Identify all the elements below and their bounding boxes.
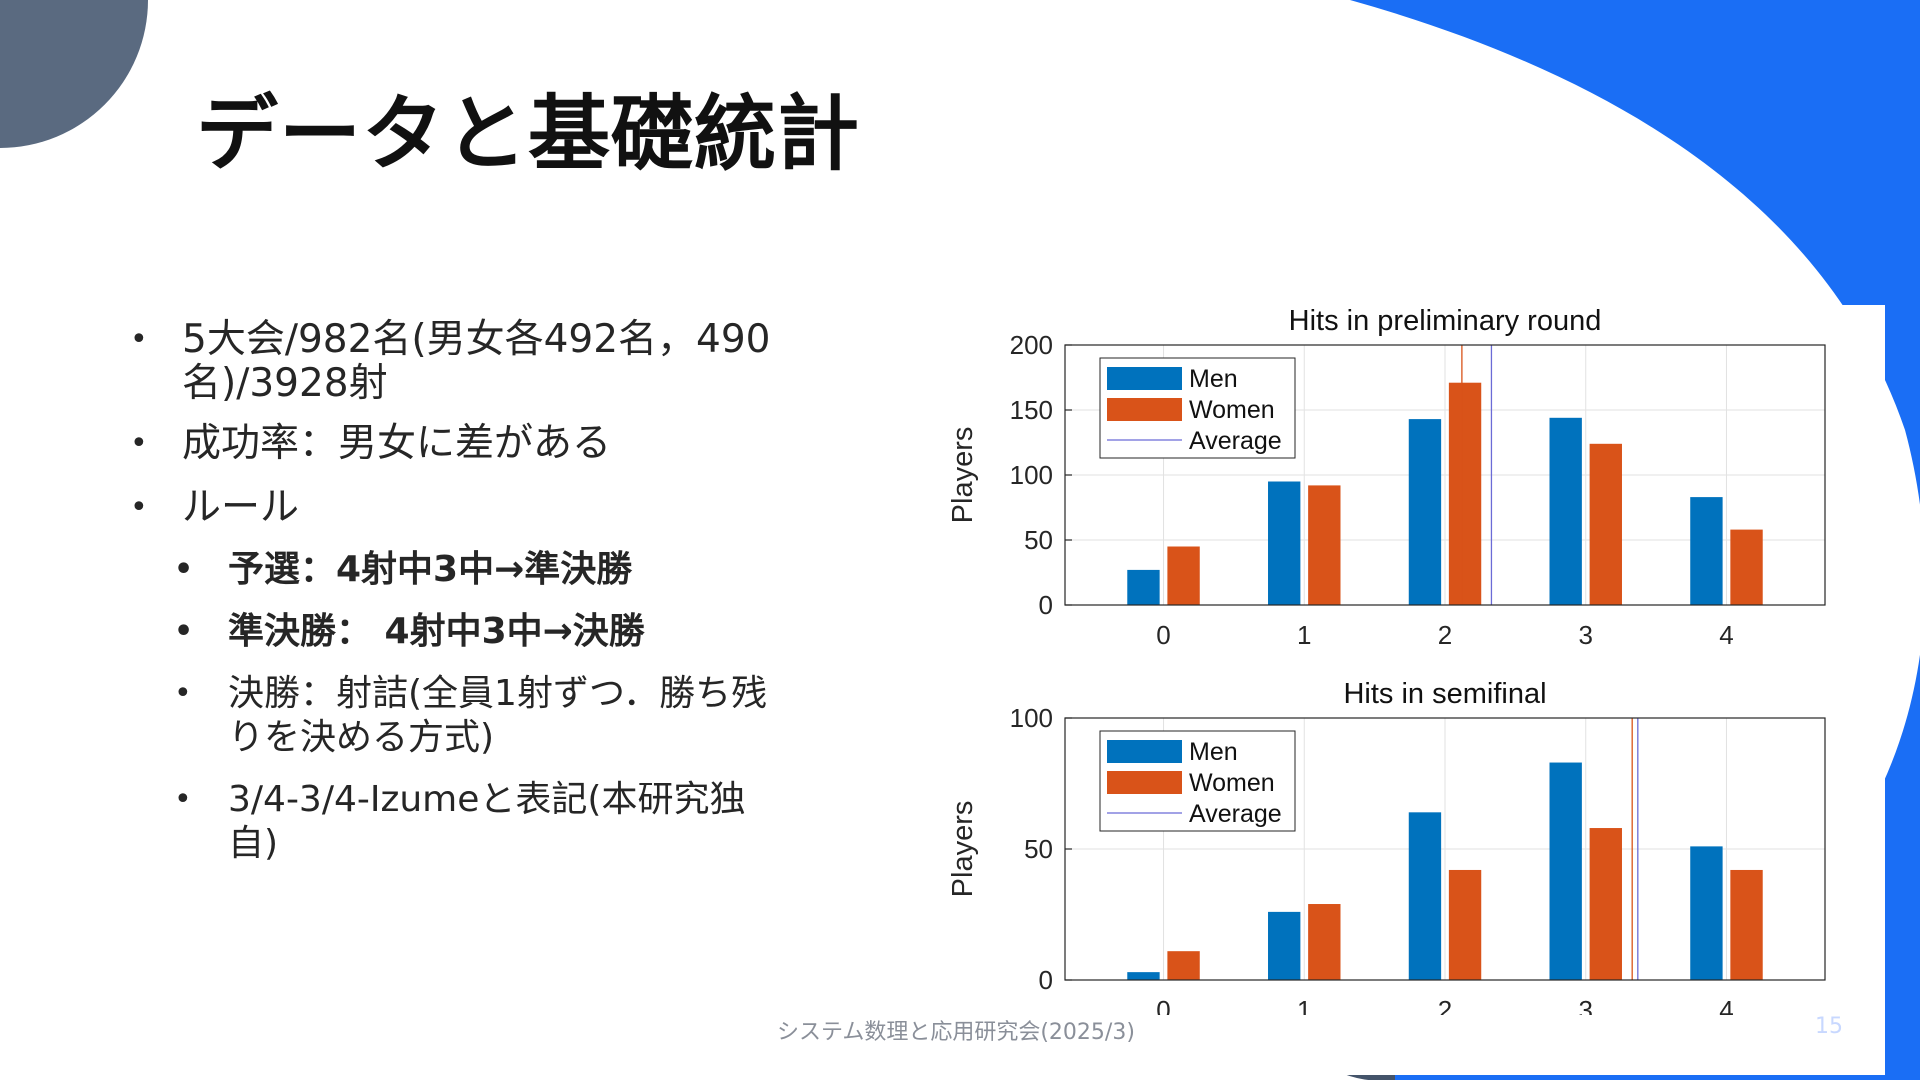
bullet-dot: • bbox=[174, 552, 194, 587]
y-tick-label: 50 bbox=[1024, 525, 1053, 555]
chart-semifinal: 0 50 100 0 1 2 3 4 Hits in semifinal Players Men Wo… bbox=[947, 678, 1826, 1025]
bullet-item: • 決勝：射詰(全員1射ずつ．勝ち残りを決める方式) bbox=[130, 672, 788, 760]
bullet-dot: • bbox=[174, 614, 194, 649]
bar-men-0 bbox=[1127, 972, 1160, 980]
x-tick-label: 3 bbox=[1579, 995, 1593, 1015]
bar-men-3 bbox=[1549, 762, 1582, 980]
y-tick-label: 150 bbox=[1010, 395, 1053, 425]
bullet-item: • 準決勝： 4射中3中→決勝 bbox=[130, 610, 850, 654]
charts-figure: 0 50 100 150 200 0 1 2 3 4 Hits in preliminary rou… bbox=[945, 295, 1885, 1025]
bar-women-0 bbox=[1167, 951, 1200, 980]
bullet-text: 予選：4射中3中→準決勝 bbox=[228, 549, 633, 590]
bullet-text: 成功率：男女に差がある bbox=[182, 421, 612, 466]
y-tick-label: 50 bbox=[1024, 834, 1053, 864]
y-axis-label: Players bbox=[947, 801, 979, 898]
y-axis-label: Players bbox=[947, 427, 979, 524]
bar-women-0 bbox=[1167, 546, 1200, 605]
legend-label: Men bbox=[1189, 738, 1238, 766]
bullet-dot: • bbox=[130, 426, 148, 461]
bar-women-1 bbox=[1308, 485, 1341, 605]
slide-title: データと基礎統計 bbox=[196, 87, 861, 182]
bullet-dot: • bbox=[174, 676, 192, 711]
bar-women-2 bbox=[1448, 869, 1482, 980]
bar-women-4 bbox=[1730, 869, 1763, 980]
bar-men-4 bbox=[1690, 846, 1723, 980]
x-tick-label: 2 bbox=[1438, 620, 1452, 650]
bar-women-3 bbox=[1589, 828, 1622, 980]
x-tick-label: 0 bbox=[1156, 995, 1170, 1015]
bar-men-2 bbox=[1408, 812, 1442, 980]
y-tick-label: 100 bbox=[1010, 703, 1053, 733]
slide-footer: システム数理と応用研究会(2025/3) bbox=[777, 1020, 1135, 1045]
chart-title: Hits in preliminary round bbox=[1289, 305, 1602, 337]
x-tick-label: 3 bbox=[1579, 620, 1593, 650]
y-tick-label: 0 bbox=[1039, 965, 1053, 995]
bullet-list: • 5大会/982名(男女各492名，490名)/3928射 • 成功率：男女に… bbox=[130, 318, 850, 866]
bullet-item: • 3/4-3/4-Izumeと表記(本研究独自) bbox=[130, 778, 788, 866]
bar-men-1 bbox=[1268, 481, 1301, 605]
bullet-dot: • bbox=[130, 322, 148, 357]
bar-women-3 bbox=[1589, 443, 1622, 605]
legend-swatch-women bbox=[1107, 398, 1182, 421]
x-tick-label: 1 bbox=[1297, 620, 1311, 650]
bar-men-4 bbox=[1690, 497, 1723, 605]
bullet-item: • 5大会/982名(男女各492名，490名)/3928射 bbox=[130, 318, 850, 406]
x-tick-label: 4 bbox=[1719, 995, 1733, 1015]
x-tick-label: 2 bbox=[1438, 995, 1452, 1015]
x-tick-label: 1 bbox=[1297, 995, 1311, 1015]
bar-men-3 bbox=[1549, 417, 1582, 605]
bar-women-1 bbox=[1308, 904, 1341, 980]
bar-men-0 bbox=[1127, 569, 1160, 605]
bar-men-2 bbox=[1408, 419, 1442, 605]
bullet-text: 5大会/982名(男女各492名，490名)/3928射 bbox=[182, 317, 771, 406]
bullet-text: ルール bbox=[182, 485, 300, 530]
legend-swatch-women bbox=[1107, 771, 1182, 794]
y-tick-label: 200 bbox=[1010, 330, 1053, 360]
x-tick-label: 0 bbox=[1156, 620, 1170, 650]
bullet-item: • 予選：4射中3中→準決勝 bbox=[130, 548, 850, 592]
y-tick-label: 100 bbox=[1010, 460, 1053, 490]
bar-women-2 bbox=[1448, 382, 1482, 605]
legend-label: Women bbox=[1189, 769, 1275, 797]
legend-swatch-men bbox=[1107, 740, 1182, 763]
x-tick-label: 4 bbox=[1719, 620, 1733, 650]
bullet-dot: • bbox=[130, 490, 148, 525]
legend-label: Men bbox=[1189, 365, 1238, 393]
legend-swatch-men bbox=[1107, 367, 1182, 390]
bullet-text: 決勝：射詰(全員1射ずつ．勝ち残りを決める方式) bbox=[228, 673, 768, 758]
bar-women-4 bbox=[1730, 529, 1763, 605]
chart-title: Hits in semifinal bbox=[1343, 678, 1546, 710]
y-tick-label: 0 bbox=[1039, 590, 1053, 620]
bullet-item: • ルール bbox=[130, 486, 850, 530]
bullet-text: 準決勝： 4射中3中→決勝 bbox=[228, 611, 645, 652]
page-number: 15 bbox=[1815, 1014, 1843, 1039]
chart-preliminary: 0 50 100 150 200 0 1 2 3 4 Hits in preliminary rou… bbox=[947, 305, 1826, 650]
corner-circle-decoration bbox=[0, 0, 148, 148]
bullet-text: 3/4-3/4-Izumeと表記(本研究独自) bbox=[228, 779, 746, 864]
legend-label: Average bbox=[1189, 427, 1282, 455]
legend-label: Average bbox=[1189, 800, 1282, 828]
bullet-dot: • bbox=[174, 782, 192, 817]
legend-label: Women bbox=[1189, 396, 1275, 424]
bullet-item: • 成功率：男女に差がある bbox=[130, 422, 850, 466]
bar-men-1 bbox=[1268, 911, 1301, 980]
